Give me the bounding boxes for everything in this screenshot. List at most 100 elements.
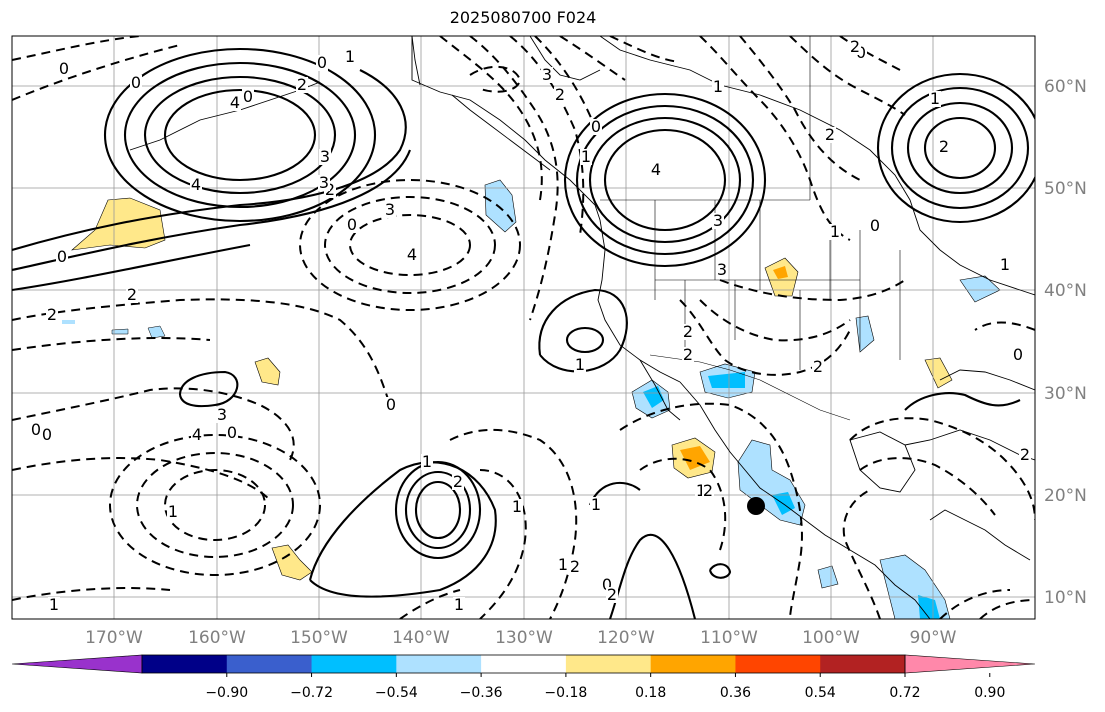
contour-label: 2 [1020, 445, 1030, 464]
contour-label: 0 [243, 87, 253, 106]
contour-label-bg [829, 224, 841, 240]
contour-label: 0 [317, 53, 327, 72]
contour-label: 1 [454, 595, 464, 614]
contour-label: 1 [345, 47, 355, 66]
contour-label-bg [46, 307, 58, 323]
colorbar-tick-label: −0.36 [460, 685, 503, 701]
colorbar: −0.90 −0.72 −0.54 −0.36 −0.18 0.18 0.36 0.54 0.7… [11, 654, 1036, 701]
contour-label: 2 [570, 557, 580, 576]
lon-label: 100°W [802, 628, 860, 648]
contour-label-bg [216, 407, 228, 423]
colorbar-tick-label: 0.54 [805, 685, 836, 701]
contour-label-bg [318, 175, 330, 191]
colorbar-tick-label: −0.18 [544, 685, 587, 701]
contour-label: 3 [217, 405, 227, 424]
contour-label: 2 [683, 322, 693, 341]
contour-label-bg [869, 218, 881, 234]
contour-label-bg [56, 249, 68, 265]
contour-label: 0 [57, 247, 67, 266]
contour-label: 1 [422, 452, 432, 471]
contour-label: 0 [59, 59, 69, 78]
contour-label-bg [682, 324, 694, 340]
contour-label-bg [541, 67, 553, 83]
colorbar-bin [226, 655, 313, 673]
colorbar-bin [396, 655, 482, 673]
map-frame [11, 35, 1036, 620]
contour-label: 1 [830, 222, 840, 241]
contour-label: 3 [713, 211, 723, 230]
colorbar-bin [735, 655, 821, 673]
contour-label: 2 [297, 75, 307, 94]
contour-label: 0 [227, 423, 237, 442]
contour-label: 2 [703, 481, 713, 500]
colorbar-bin [142, 655, 228, 673]
contour-label: 3 [542, 65, 552, 84]
contour-label: 0 [602, 575, 612, 594]
lon-label: 160°W [188, 628, 246, 648]
contour-label-bg [41, 427, 53, 443]
contour-label: 4 [407, 245, 417, 264]
contour-label-bg [406, 247, 418, 263]
colorbar-tick-label: 0.18 [635, 685, 666, 701]
contour-label: 0 [1013, 345, 1023, 364]
contour-label-bg [190, 177, 202, 193]
colorbar-tick-label: 0.36 [720, 685, 751, 701]
contour-label-bg [999, 257, 1011, 273]
colorbar-tick-label: 0.72 [889, 685, 920, 701]
contour-labels: 0043024322234042323100121120220120101433… [30, 37, 1031, 614]
colorbar-tick-label: −0.72 [290, 685, 333, 701]
contour-label-bg [296, 77, 308, 93]
colorbar-extend-low [11, 654, 143, 674]
contour-label-bg [385, 397, 397, 413]
contour-label-bg [229, 95, 241, 111]
contour-label-bg [590, 119, 602, 135]
contour-label: 0 [131, 73, 141, 92]
contour-label: 1 [581, 147, 591, 166]
colorbar-bin [565, 655, 652, 673]
contour-label-bg [554, 87, 566, 103]
lon-label: 170°W [85, 628, 143, 648]
storm-center-dot [747, 497, 765, 515]
lon-label: 120°W [597, 628, 655, 648]
contour-label-bg [226, 425, 238, 441]
contour-label-bg [712, 213, 724, 229]
contour-label-bg [650, 162, 662, 178]
colorbar-bin [481, 655, 567, 673]
contour-label-bg [929, 91, 941, 107]
map-title: 2025080700 F024 [449, 8, 597, 27]
contour-label-bg [346, 217, 358, 233]
contour-label-bg [824, 127, 836, 143]
contour-label-bg [48, 597, 60, 613]
contour-label-bg [1012, 347, 1024, 363]
lat-label: 20°N [1044, 486, 1087, 506]
contour-label: 1 [713, 77, 723, 96]
political-borders [600, 36, 901, 421]
contour-label-bg [316, 55, 328, 71]
contour-label: 4 [230, 93, 240, 112]
contour-label: 2 [825, 125, 835, 144]
colorbar-bin [820, 655, 906, 673]
contour-label-bg [452, 474, 464, 490]
contour-label-bg [421, 454, 433, 470]
contour-label-bg [319, 149, 331, 165]
contour-label-bg [938, 139, 950, 155]
contour-label-bg [126, 287, 138, 303]
contour-label-bg [1019, 447, 1031, 463]
contour-label: 2 [813, 357, 823, 376]
contour-label: 4 [192, 425, 202, 444]
contour-label-bg [167, 504, 179, 520]
contour-label-bg [58, 61, 70, 77]
contour-label: 1 [930, 89, 940, 108]
contour-label: 1 [591, 495, 601, 514]
dashed-contours [12, 36, 1035, 619]
contour-label: 1 [168, 502, 178, 521]
colorbar-tick-label: 0.90 [974, 685, 1005, 701]
contour-label-bg [384, 202, 396, 218]
lat-label: 30°N [1044, 384, 1087, 404]
contour-label: 0 [870, 216, 880, 235]
lon-label: 150°W [290, 628, 348, 648]
contour-label: 2 [555, 85, 565, 104]
contour-label: 1 [1000, 255, 1010, 274]
contour-label: 1 [696, 481, 706, 500]
shaded-anomaly-areas [62, 179, 1001, 619]
